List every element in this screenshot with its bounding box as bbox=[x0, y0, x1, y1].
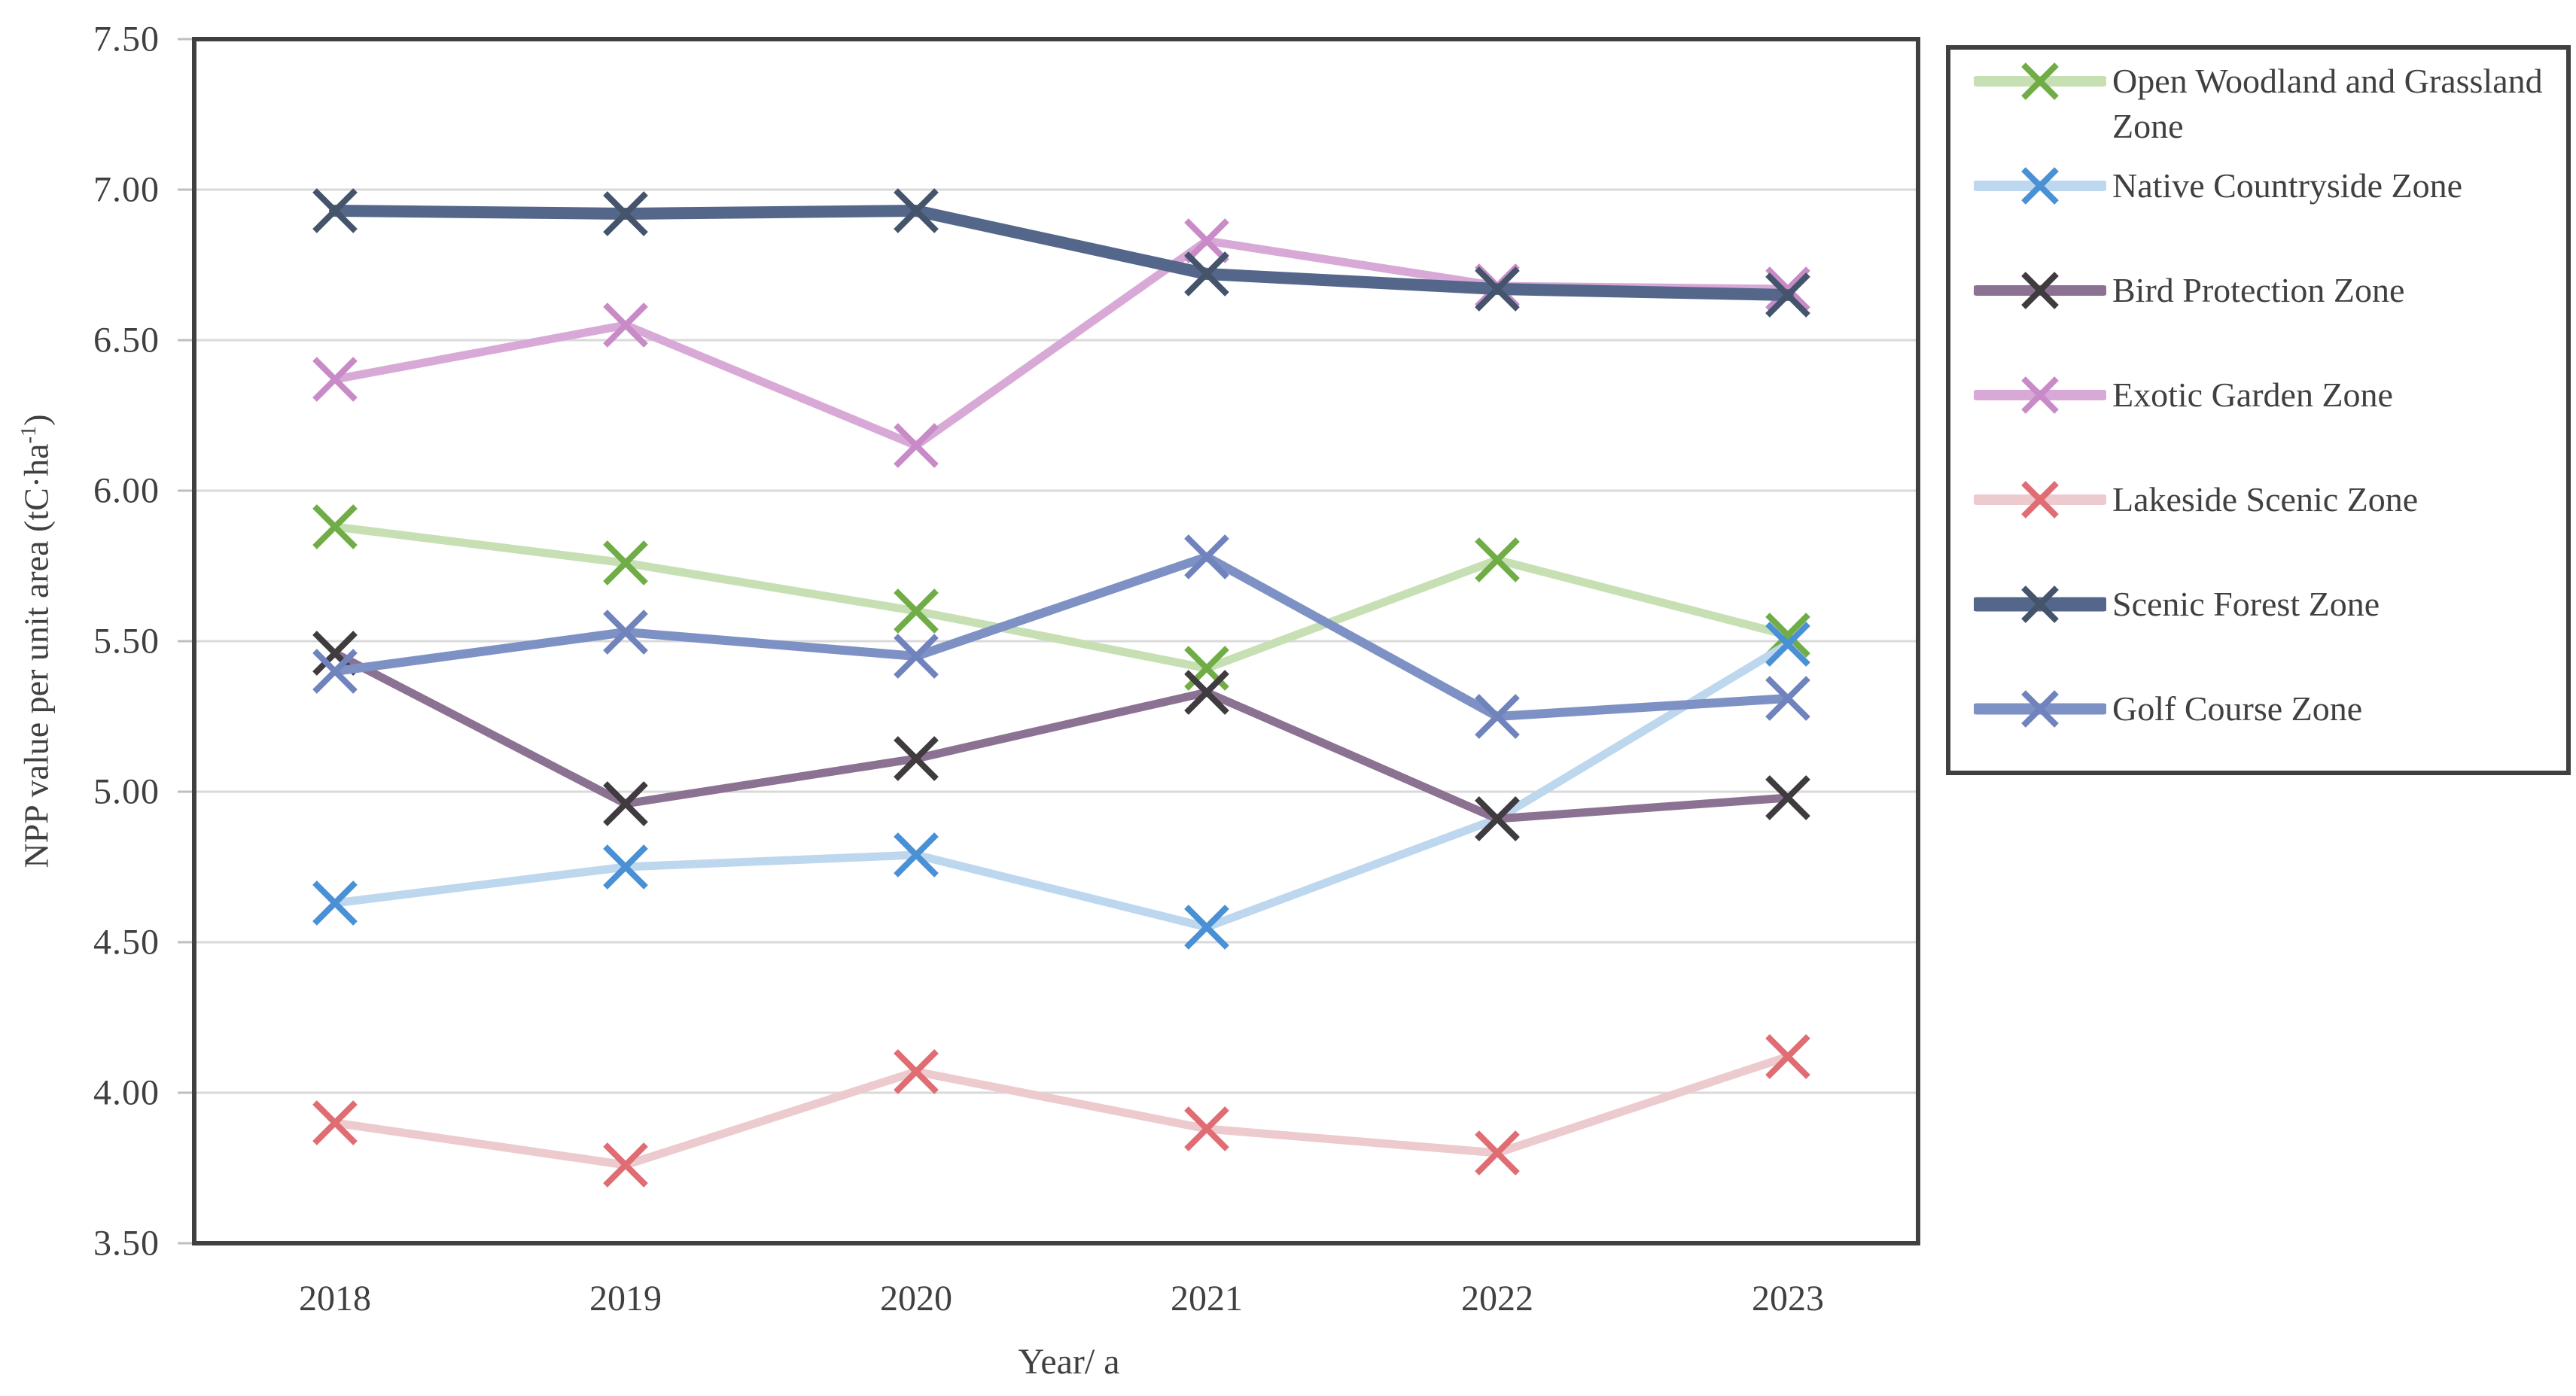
y-axis-tick-label: 6.00 bbox=[93, 470, 160, 511]
legend-label-5: Lakeside Scenic Zone bbox=[2112, 480, 2419, 519]
data-point-marker bbox=[1475, 1130, 1520, 1175]
legend-label-7: Golf Course Zone bbox=[2112, 689, 2363, 728]
legend-x-marker bbox=[2021, 481, 2059, 519]
legend-x-marker bbox=[2021, 167, 2059, 205]
series-line-2 bbox=[330, 640, 1792, 932]
legend-x-marker bbox=[2021, 62, 2059, 100]
legend-marker-1 bbox=[1974, 62, 2106, 100]
series-line-6 bbox=[329, 205, 1794, 301]
legend-x-marker bbox=[2021, 272, 2059, 309]
legend-x-marker bbox=[2021, 585, 2059, 623]
data-point-marker bbox=[894, 188, 939, 233]
data-point-marker bbox=[312, 357, 358, 402]
legend-label-4: Exotic Garden Zone bbox=[2112, 376, 2393, 414]
data-point-marker bbox=[1475, 266, 1520, 312]
data-point-marker bbox=[1184, 670, 1229, 715]
legend bbox=[1946, 45, 2571, 775]
y-axis-tick-label: 4.00 bbox=[93, 1072, 160, 1113]
series-line-5 bbox=[330, 1052, 1792, 1169]
data-point-marker bbox=[312, 188, 358, 233]
data-point-marker bbox=[894, 1049, 939, 1094]
data-point-marker bbox=[312, 504, 358, 549]
data-point-marker bbox=[1184, 1106, 1229, 1151]
y-axis-title-superscript: -1 bbox=[17, 425, 41, 444]
data-point-marker bbox=[1765, 272, 1810, 318]
data-point-marker bbox=[603, 844, 648, 890]
series-line-3 bbox=[330, 649, 1792, 823]
legend-marker-5 bbox=[1974, 481, 2106, 519]
data-point-marker bbox=[1475, 537, 1520, 582]
x-axis-tick-label: 2018 bbox=[299, 1279, 371, 1318]
legend-x-marker bbox=[2021, 376, 2059, 414]
data-point-marker bbox=[894, 634, 939, 679]
series-line-4 bbox=[330, 236, 1792, 450]
x-axis-title: Year/ a bbox=[1018, 1342, 1120, 1382]
legend-label-3: Bird Protection Zone bbox=[2112, 271, 2405, 309]
y-axis-tick-label: 7.00 bbox=[93, 169, 160, 210]
plot-frame bbox=[192, 37, 1920, 1245]
data-point-marker bbox=[312, 649, 358, 694]
data-point-marker bbox=[894, 736, 939, 781]
data-point-marker bbox=[1765, 622, 1810, 667]
data-point-marker bbox=[1765, 676, 1810, 721]
data-point-marker bbox=[1475, 694, 1520, 739]
y-axis-title-close: ) bbox=[17, 414, 56, 426]
y-axis-tick-label: 5.50 bbox=[93, 621, 160, 662]
legend-marker-2 bbox=[1974, 167, 2106, 205]
x-axis-tick-label: 2019 bbox=[589, 1279, 662, 1318]
data-point-marker bbox=[603, 303, 648, 348]
legend-x-marker bbox=[2021, 690, 2059, 728]
data-point-marker bbox=[1184, 905, 1229, 950]
data-point-marker bbox=[603, 781, 648, 826]
y-axis-tick-label: 3.50 bbox=[93, 1223, 160, 1264]
x-axis-tick-label: 2023 bbox=[1752, 1279, 1824, 1318]
data-point-marker bbox=[603, 610, 648, 655]
data-point-marker bbox=[1184, 251, 1229, 297]
legend-marker-6 bbox=[1974, 585, 2106, 623]
data-point-marker bbox=[1475, 796, 1520, 841]
legend-label-6: Scenic Forest Zone bbox=[2112, 585, 2380, 623]
legend-marker-3 bbox=[1974, 272, 2106, 309]
y-axis-tick-label: 7.50 bbox=[93, 19, 160, 59]
data-point-marker bbox=[894, 423, 939, 468]
legend-label-1: Open Woodland and Grassland Zone bbox=[2112, 62, 2543, 145]
series-line-7 bbox=[330, 552, 1792, 721]
y-axis-tick-label: 5.00 bbox=[93, 771, 160, 812]
y-axis-tick-label: 6.50 bbox=[93, 320, 160, 360]
data-point-marker bbox=[1184, 534, 1229, 579]
x-axis-tick-label: 2020 bbox=[880, 1279, 952, 1318]
data-point-marker bbox=[603, 1142, 648, 1188]
data-point-marker bbox=[894, 832, 939, 877]
data-point-marker bbox=[603, 191, 648, 236]
legend-marker-7 bbox=[1974, 690, 2106, 728]
x-axis-tick-label: 2022 bbox=[1461, 1279, 1533, 1318]
data-point-marker bbox=[312, 880, 358, 926]
data-point-marker bbox=[894, 589, 939, 634]
series-line-1 bbox=[330, 522, 1792, 673]
data-point-marker bbox=[1765, 1034, 1810, 1079]
data-point-marker bbox=[1184, 218, 1229, 263]
data-point-marker bbox=[312, 1100, 358, 1145]
y-axis-tick-label: 4.50 bbox=[93, 922, 160, 963]
x-axis-tick-label: 2021 bbox=[1171, 1279, 1243, 1318]
legend-marker-4 bbox=[1974, 376, 2106, 414]
data-point-marker bbox=[603, 540, 648, 585]
data-point-marker bbox=[1765, 775, 1810, 820]
legend-label-2: Native Countryside Zone bbox=[2112, 166, 2463, 205]
